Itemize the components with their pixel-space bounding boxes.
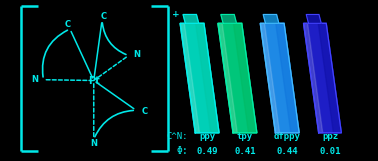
- Text: Φ:: Φ:: [176, 146, 188, 156]
- Polygon shape: [318, 23, 341, 133]
- Text: 0.41: 0.41: [234, 147, 256, 156]
- Polygon shape: [304, 23, 341, 133]
- Polygon shape: [306, 14, 321, 23]
- Text: C: C: [101, 12, 107, 21]
- Text: C: C: [141, 107, 147, 116]
- Text: C: C: [65, 20, 71, 29]
- Polygon shape: [221, 14, 237, 23]
- Polygon shape: [195, 23, 219, 133]
- Polygon shape: [218, 23, 237, 133]
- Text: ppy: ppy: [199, 132, 215, 141]
- Text: N: N: [133, 50, 140, 59]
- Text: 0.44: 0.44: [277, 147, 298, 156]
- Polygon shape: [260, 23, 280, 133]
- Text: C^N:: C^N:: [166, 132, 188, 141]
- Text: N: N: [90, 139, 97, 148]
- Text: N: N: [32, 75, 39, 84]
- FancyArrowPatch shape: [95, 110, 133, 137]
- Polygon shape: [183, 14, 199, 23]
- Polygon shape: [218, 23, 257, 133]
- Text: 0.49: 0.49: [197, 147, 218, 156]
- Polygon shape: [263, 14, 279, 23]
- Polygon shape: [260, 23, 299, 133]
- Polygon shape: [233, 23, 257, 133]
- Polygon shape: [180, 23, 219, 133]
- Text: +: +: [172, 10, 180, 19]
- FancyArrowPatch shape: [42, 30, 67, 77]
- Text: 0.01: 0.01: [319, 147, 341, 156]
- Polygon shape: [304, 23, 323, 133]
- FancyArrowPatch shape: [102, 23, 126, 55]
- Polygon shape: [276, 23, 299, 133]
- Text: dfppy: dfppy: [274, 132, 301, 141]
- Text: ppz: ppz: [322, 132, 338, 141]
- Polygon shape: [180, 23, 200, 133]
- Text: Pt: Pt: [88, 76, 100, 85]
- Text: tpy: tpy: [237, 132, 253, 141]
